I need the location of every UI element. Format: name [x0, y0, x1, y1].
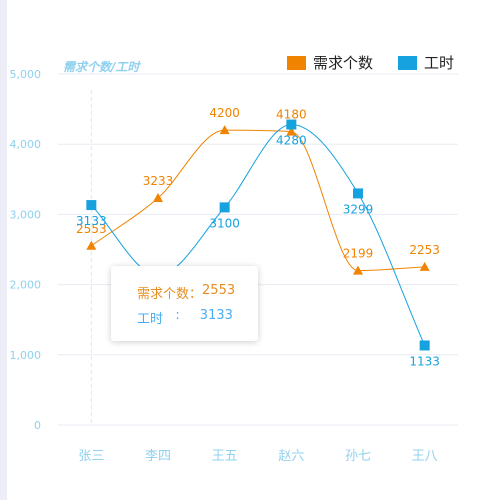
tooltip-demand-key: 需求个数: [137, 287, 190, 302]
legend-label-hours: 工时: [424, 54, 455, 72]
series-line-demand: [91, 129, 425, 272]
y-tick-label: 5,000: [10, 68, 42, 81]
tooltip-row-hours: 工时 : 3133: [137, 308, 233, 327]
tooltip-demand-sep: ：: [189, 287, 203, 302]
data-tooltip: 需求个数： 2553 工时 : 3133: [111, 266, 258, 341]
legend-swatch-demand: [287, 55, 306, 70]
x-tick-label: 王五: [212, 449, 238, 464]
y-tick-label: 3,000: [10, 208, 42, 221]
x-tick-label: 王八: [412, 449, 438, 464]
legend-item-hours[interactable]: 工时: [398, 52, 454, 73]
hours-data-label: 1133: [409, 354, 440, 368]
demand-point-marker: [286, 126, 297, 136]
demand-point-marker: [153, 193, 163, 203]
hours-point-marker: [353, 188, 363, 199]
hours-data-label: 3299: [343, 202, 374, 216]
demand-data-label: 4200: [209, 106, 240, 120]
hours-point-marker: [286, 119, 297, 130]
hours-data-label: 3133: [76, 214, 107, 228]
x-tick-label: 孙七: [345, 449, 371, 464]
tooltip-hours-value: 3133: [199, 308, 233, 323]
legend-swatch-hours: [398, 55, 417, 70]
hours-point-marker: [219, 202, 230, 213]
tooltip-demand-value: 2553: [202, 283, 236, 298]
y-tick-label: 0: [34, 419, 41, 432]
demand-point-marker: [419, 261, 430, 271]
hours-data-label: 3100: [209, 216, 240, 230]
hours-point-marker: [419, 340, 430, 351]
legend-item-demand[interactable]: 需求个数: [287, 52, 373, 73]
y-tick-label: 4,000: [10, 138, 42, 151]
x-tick-label: 赵六: [278, 449, 304, 464]
demand-data-label: 3233: [143, 174, 174, 188]
hours-point-marker: [86, 200, 97, 211]
demand-point-marker: [219, 125, 230, 135]
y-tick-label: 2,000: [10, 279, 42, 292]
demand-data-label: 2199: [343, 247, 374, 261]
tooltip-row-demand: 需求个数： 2553: [137, 283, 235, 302]
demand-point-marker: [353, 265, 363, 275]
x-tick-label: 张三: [78, 449, 104, 464]
tooltip-hours-key: 工时: [137, 312, 164, 327]
tooltip-hours-sep: :: [163, 308, 180, 323]
y-tick-label: 1,000: [10, 349, 42, 362]
y-axis-title: 需求个数/工时: [63, 60, 141, 74]
demand-point-marker: [86, 240, 97, 250]
left-edge-strip: [0, 0, 7, 500]
demand-data-label: 2553: [76, 222, 107, 236]
demand-data-label: 4180: [276, 108, 307, 122]
x-tick-label: 李四: [145, 449, 171, 464]
legend-label-demand: 需求个数: [313, 54, 374, 72]
demand-data-label: 2253: [409, 243, 440, 257]
hours-data-label: 4280: [276, 134, 307, 148]
